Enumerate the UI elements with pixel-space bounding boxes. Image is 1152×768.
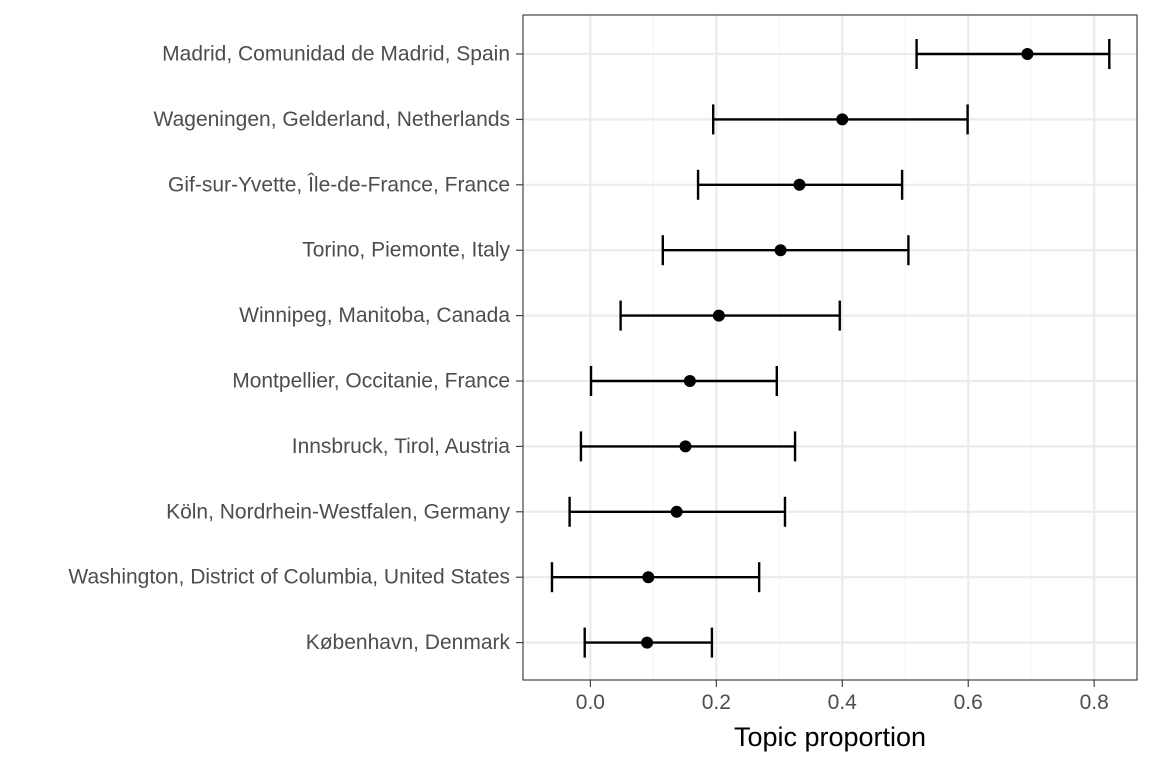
- x-tick-label: 0.4: [828, 691, 858, 714]
- minor-gridlines: [652, 15, 1032, 680]
- panel-border: [522, 14, 1138, 681]
- estimate-point: [712, 309, 725, 322]
- estimate-point: [793, 178, 806, 191]
- x-axis-title: Topic proportion: [734, 722, 926, 752]
- x-tick-label: 0.2: [702, 691, 731, 714]
- x-tick-label: 0.8: [1080, 691, 1109, 714]
- estimate-point: [641, 636, 654, 649]
- estimate-point: [836, 113, 849, 126]
- y-tick-label: Wageningen, Gelderland, Netherlands: [154, 108, 510, 131]
- x-tick-label: 0.0: [576, 691, 605, 714]
- estimate-points: [641, 48, 1034, 649]
- estimate-point: [642, 571, 655, 584]
- y-tick-label: Torino, Piemonte, Italy: [302, 239, 510, 262]
- x-axis: 0.0 0.2 0.4 0.6 0.8: [576, 680, 1109, 714]
- estimate-point: [679, 440, 692, 453]
- major-gridlines: [523, 15, 1137, 680]
- estimate-point: [774, 244, 787, 257]
- error-bars: [550, 39, 1111, 658]
- x-tick-label: 0.6: [954, 691, 983, 714]
- y-tick-label: København, Denmark: [306, 631, 511, 654]
- estimate-point: [1021, 48, 1034, 60]
- y-tick-label: Gif-sur-Yvette, Île-de-France, France: [168, 173, 510, 196]
- y-tick-label: Innsbruck, Tirol, Austria: [292, 435, 511, 458]
- y-tick-label: Winnipeg, Manitoba, Canada: [239, 304, 510, 327]
- y-tick-label: Madrid, Comunidad de Madrid, Spain: [162, 43, 510, 66]
- y-tick-label: Montpellier, Occitanie, France: [232, 370, 510, 393]
- y-axis: Madrid, Comunidad de Madrid, Spain Wageni…: [68, 43, 523, 654]
- y-tick-label: Köln, Nordrhein-Westfalen, Germany: [166, 500, 510, 523]
- y-tick-label: Washington, District of Columbia, United…: [68, 566, 510, 589]
- estimate-point: [670, 505, 683, 518]
- estimate-point: [683, 375, 696, 387]
